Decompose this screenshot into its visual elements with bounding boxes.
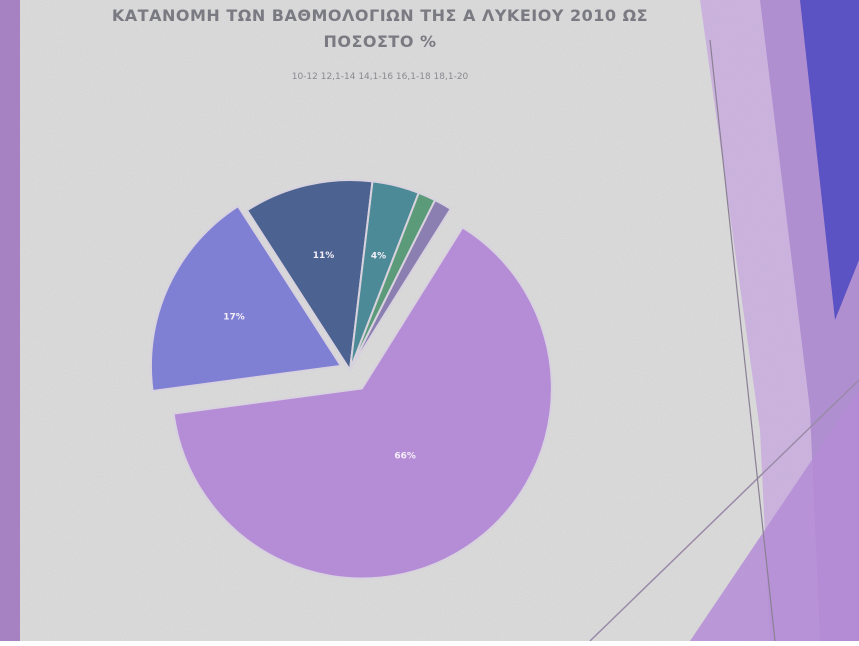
- chart-legend: 10-12 12,1-14 14,1-16 16,1-18 18,1-20: [291, 72, 469, 82]
- pie-slice-label: 17%: [223, 312, 245, 322]
- purple-band-dark: [800, 0, 859, 320]
- vertical-line: [709, 39, 776, 642]
- pie-slice-label: 11%: [313, 251, 335, 261]
- pie-slice: [172, 225, 553, 580]
- purple-band-bottom: [690, 390, 859, 641]
- pie-slice: [349, 198, 453, 371]
- pie-slice-label: 66%: [394, 452, 416, 462]
- chart-title-line-1: ΚΑΤΑΝΟΜΗ ΤΩΝ ΒΑΘΜΟΛΟΓΙΩΝ ΤΗΣ Α ΛΥΚΕΙΟΥ 2…: [111, 6, 649, 25]
- pie-slice-label: 4%: [371, 252, 386, 262]
- diagonal-line: [589, 379, 859, 642]
- chart-title-line-2: ΠΟΣΟΣΤΟ %: [323, 32, 437, 51]
- pie-slice: [149, 204, 343, 393]
- pie-slice: [245, 179, 374, 373]
